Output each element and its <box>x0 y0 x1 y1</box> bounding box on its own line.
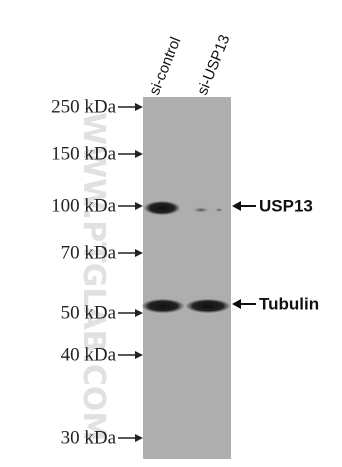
marker-arrow-head <box>135 202 143 210</box>
marker-arrow-head <box>135 249 143 257</box>
band <box>215 208 223 212</box>
watermark: WWW.PTGLAB.COM <box>76 112 111 441</box>
band <box>142 299 184 313</box>
marker-label: 150 kDa <box>51 143 116 164</box>
band-label: USP13 <box>259 196 313 215</box>
membrane-shade <box>143 97 231 459</box>
lane-label: si-USP13 <box>194 32 233 97</box>
band-label: Tubulin <box>259 294 319 313</box>
marker-arrow-head <box>135 150 143 158</box>
marker-label: 100 kDa <box>51 195 116 216</box>
lane-label: si-control <box>146 35 185 98</box>
marker-label: 250 kDa <box>51 96 116 117</box>
band-label-group: USP13 Tubulin <box>232 196 319 313</box>
arrow-head <box>232 299 241 309</box>
marker-label: 70 kDa <box>61 242 117 263</box>
marker-label: 30 kDa <box>61 427 117 448</box>
band <box>144 201 180 215</box>
marker-arrow-head <box>135 309 143 317</box>
band <box>186 299 230 313</box>
marker-arrow-head <box>135 434 143 442</box>
marker-arrow-head <box>135 351 143 359</box>
marker-arrow-head <box>135 103 143 111</box>
marker-label: 50 kDa <box>61 302 117 323</box>
arrow-head <box>232 201 241 211</box>
marker-label: 40 kDa <box>61 344 117 365</box>
membrane <box>143 97 231 459</box>
marker-ladder: 250 kDa 150 kDa 100 kDa 70 kDa 50 kDa 40 kDa 3… <box>51 96 143 448</box>
band <box>192 207 210 213</box>
